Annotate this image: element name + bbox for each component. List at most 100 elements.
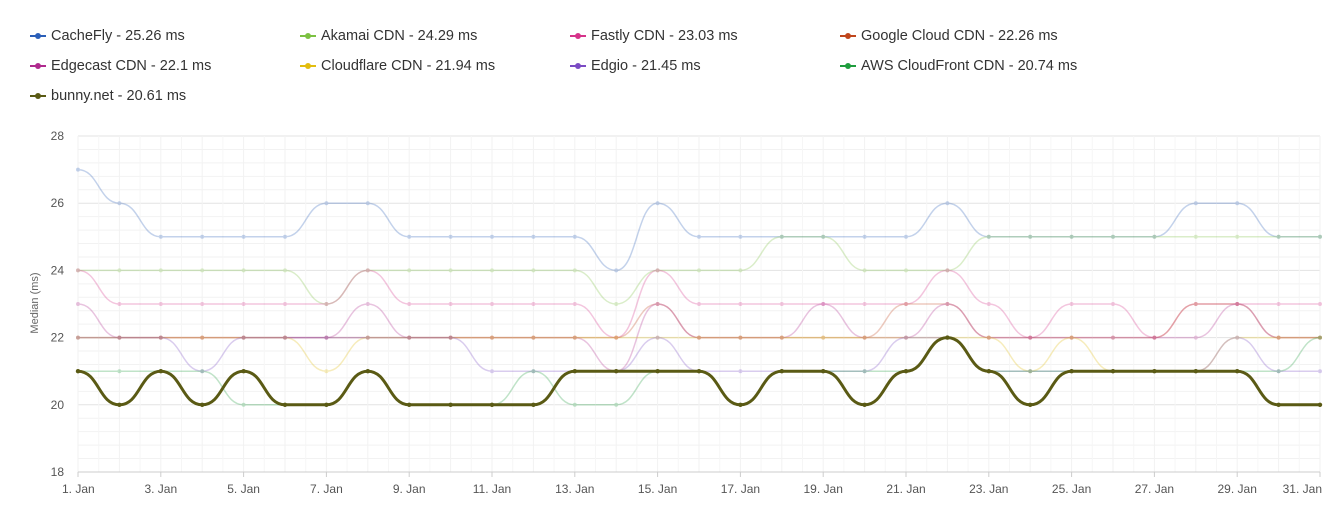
data-point[interactable]	[158, 335, 163, 340]
data-point[interactable]	[1276, 335, 1281, 340]
data-point[interactable]	[76, 167, 80, 172]
data-point[interactable]	[945, 268, 950, 273]
data-point[interactable]	[945, 335, 950, 340]
data-point[interactable]	[1069, 234, 1074, 239]
data-point[interactable]	[986, 335, 991, 340]
data-point[interactable]	[614, 335, 619, 340]
data-point[interactable]	[1152, 335, 1157, 340]
data-point[interactable]	[986, 369, 991, 374]
data-point[interactable]	[490, 302, 494, 306]
data-point[interactable]	[283, 234, 287, 239]
data-point[interactable]	[945, 302, 950, 306]
data-point[interactable]	[614, 302, 619, 306]
data-point[interactable]	[1111, 234, 1115, 239]
legend-item[interactable]: Edgio - 21.45 ms	[570, 58, 701, 74]
data-point[interactable]	[1318, 302, 1322, 306]
data-point[interactable]	[324, 302, 329, 306]
data-point[interactable]	[241, 335, 246, 340]
data-point[interactable]	[903, 369, 909, 374]
data-point[interactable]	[407, 335, 412, 340]
data-point[interactable]	[945, 268, 950, 273]
data-point[interactable]	[986, 302, 991, 306]
data-point[interactable]	[572, 402, 577, 407]
data-point[interactable]	[1152, 335, 1157, 340]
data-point[interactable]	[572, 369, 577, 374]
data-point[interactable]	[1193, 369, 1199, 374]
data-point[interactable]	[117, 402, 122, 407]
data-point[interactable]	[1069, 302, 1074, 306]
data-point[interactable]	[241, 335, 246, 340]
data-point[interactable]	[1028, 234, 1033, 239]
data-point[interactable]	[365, 268, 370, 273]
data-point[interactable]	[490, 369, 494, 374]
data-point[interactable]	[365, 201, 370, 206]
data-point[interactable]	[655, 302, 660, 306]
data-point[interactable]	[1235, 369, 1240, 374]
data-point[interactable]	[1111, 335, 1115, 340]
data-point[interactable]	[1235, 335, 1240, 340]
data-point[interactable]	[158, 335, 163, 340]
data-point[interactable]	[986, 335, 991, 340]
data-point[interactable]	[614, 402, 619, 407]
data-point[interactable]	[1318, 335, 1322, 340]
data-point[interactable]	[531, 302, 536, 306]
data-point[interactable]	[241, 335, 246, 340]
data-point[interactable]	[862, 302, 867, 306]
data-point[interactable]	[490, 268, 494, 273]
data-point[interactable]	[655, 302, 660, 306]
data-point[interactable]	[76, 268, 80, 273]
data-point[interactable]	[655, 268, 660, 273]
data-point[interactable]	[1276, 335, 1281, 340]
data-point[interactable]	[1152, 234, 1157, 239]
data-point[interactable]	[945, 201, 950, 206]
data-point[interactable]	[821, 302, 826, 306]
data-point[interactable]	[365, 268, 370, 273]
data-point[interactable]	[1110, 369, 1116, 374]
data-point[interactable]	[1318, 369, 1322, 374]
data-point[interactable]	[904, 335, 908, 340]
data-point[interactable]	[1152, 234, 1157, 239]
data-point[interactable]	[200, 268, 205, 273]
data-point[interactable]	[158, 335, 163, 340]
data-point[interactable]	[779, 335, 784, 340]
data-point[interactable]	[448, 335, 453, 340]
data-point[interactable]	[117, 268, 122, 273]
data-point[interactable]	[158, 302, 163, 306]
data-point[interactable]	[490, 234, 494, 239]
data-point[interactable]	[200, 369, 205, 374]
data-point[interactable]	[283, 335, 287, 340]
data-point[interactable]	[862, 369, 867, 374]
data-point[interactable]	[158, 335, 163, 340]
legend-item[interactable]: Edgecast CDN - 22.1 ms	[30, 58, 211, 74]
data-point[interactable]	[1193, 302, 1198, 306]
data-point[interactable]	[738, 335, 743, 340]
data-point[interactable]	[76, 335, 80, 340]
data-point[interactable]	[324, 201, 329, 206]
data-point[interactable]	[696, 369, 702, 374]
data-point[interactable]	[531, 335, 536, 340]
data-point[interactable]	[407, 234, 412, 239]
data-point[interactable]	[200, 369, 205, 374]
data-point[interactable]	[448, 335, 453, 340]
data-point[interactable]	[738, 268, 743, 273]
data-point[interactable]	[1235, 302, 1240, 306]
data-point[interactable]	[75, 369, 81, 374]
data-point[interactable]	[1193, 335, 1198, 340]
data-point[interactable]	[779, 335, 784, 340]
data-point[interactable]	[531, 369, 536, 374]
data-point[interactable]	[1318, 335, 1322, 340]
series-akamai-cdn[interactable]	[76, 234, 1322, 306]
data-point[interactable]	[614, 335, 619, 340]
data-point[interactable]	[572, 234, 577, 239]
data-point[interactable]	[117, 201, 122, 206]
data-point[interactable]	[572, 335, 577, 340]
data-point[interactable]	[572, 302, 577, 306]
data-point[interactable]	[697, 335, 701, 340]
data-point[interactable]	[1028, 369, 1033, 374]
data-point[interactable]	[324, 335, 329, 340]
data-point[interactable]	[365, 369, 370, 374]
data-point[interactable]	[241, 302, 246, 306]
data-point[interactable]	[283, 335, 287, 340]
data-point[interactable]	[655, 335, 660, 340]
data-point[interactable]	[365, 302, 370, 306]
